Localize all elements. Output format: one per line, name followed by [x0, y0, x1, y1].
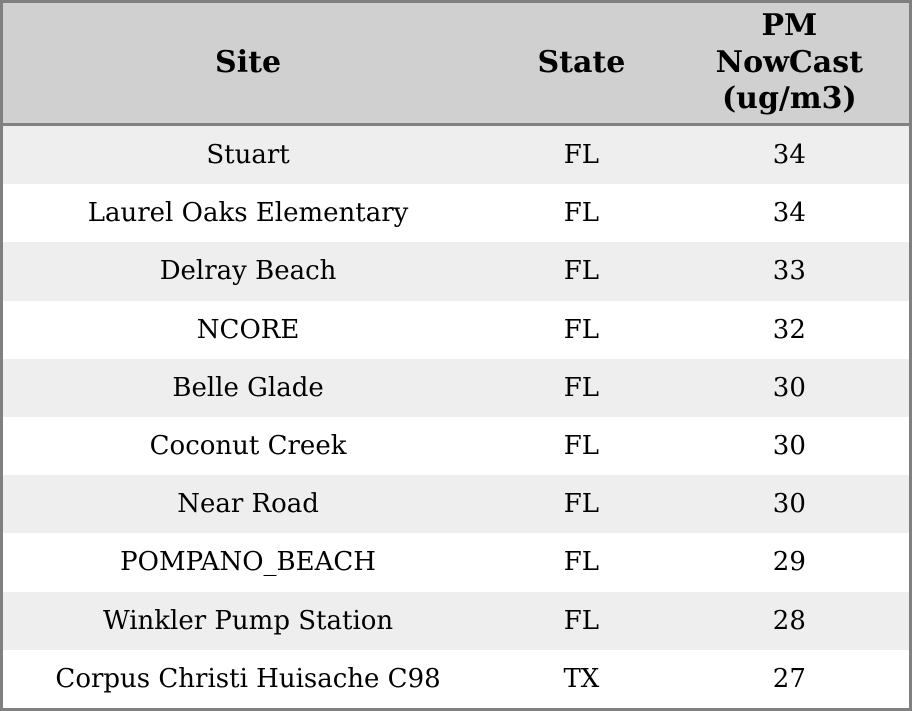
pm-value-cell: 32 — [772, 314, 806, 345]
site-cell: Coconut Creek — [149, 431, 347, 462]
pm-value-cell: 29 — [772, 547, 806, 578]
state-cell: FL — [563, 198, 600, 229]
table-row: Belle Glade FL 30 — [1, 358, 911, 417]
site-cell: Corpus Christi Huisache C98 — [55, 663, 441, 694]
column-header-pm-label: PM NowCast (ug/m3) — [715, 8, 863, 117]
state-cell: FL — [563, 372, 600, 403]
state-cell: FL — [563, 489, 600, 520]
column-header-state-label: State — [537, 44, 626, 80]
state-cell: FL — [563, 547, 600, 578]
site-cell: Belle Glade — [172, 372, 324, 403]
site-cell: Delray Beach — [159, 256, 337, 287]
table-row: Stuart FL 34 — [1, 124, 911, 185]
site-cell: Stuart — [206, 140, 290, 171]
table-row: Coconut Creek FL 30 — [1, 416, 911, 476]
pm-value-cell: 30 — [772, 372, 806, 403]
table-row: Corpus Christi Huisache C98 TX 27 — [1, 649, 911, 710]
pm-value-cell: 28 — [772, 605, 806, 636]
table-row: Winkler Pump Station FL 28 — [1, 591, 911, 650]
column-header-pm: PM NowCast (ug/m3) — [669, 1, 911, 126]
table-row: Laurel Oaks Elementary FL 34 — [1, 184, 911, 243]
column-header-site: Site — [1, 1, 494, 126]
state-cell: FL — [563, 140, 600, 171]
pm-value-cell: 27 — [772, 663, 806, 694]
state-cell: FL — [563, 256, 600, 287]
site-cell: POMPANO_BEACH — [120, 547, 376, 578]
table-row: NCORE FL 32 — [1, 300, 911, 359]
table-row: POMPANO_BEACH FL 29 — [1, 533, 911, 592]
site-cell: Winkler Pump Station — [102, 605, 394, 636]
table-row: Delray Beach FL 33 — [1, 242, 911, 301]
pm-value-cell: 33 — [772, 256, 806, 287]
pm-value-cell: 34 — [772, 198, 806, 229]
state-cell: FL — [563, 314, 600, 345]
column-header-state: State — [493, 1, 670, 126]
site-cell: Near Road — [177, 489, 319, 520]
table-row: Near Road FL 30 — [1, 475, 911, 534]
state-cell: FL — [563, 605, 600, 636]
table-header-row: Site State PM NowCast (ug/m3) — [1, 1, 911, 126]
pm-value-cell: 30 — [772, 489, 806, 520]
state-cell: TX — [563, 663, 600, 694]
pm-value-cell: 34 — [772, 140, 806, 171]
site-cell: NCORE — [196, 314, 300, 345]
site-cell: Laurel Oaks Elementary — [87, 198, 409, 229]
pm-value-cell: 30 — [772, 431, 806, 462]
state-cell: FL — [563, 431, 600, 462]
column-header-site-label: Site — [215, 44, 282, 80]
